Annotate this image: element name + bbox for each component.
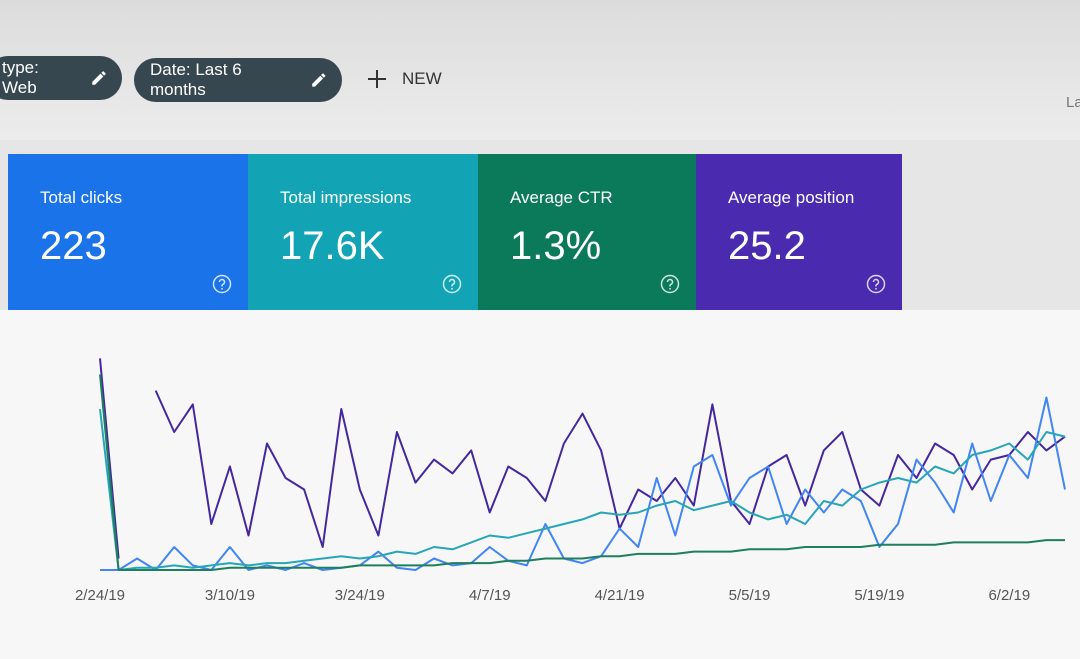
new-label: NEW [402, 69, 442, 88]
help-icon[interactable] [212, 274, 232, 294]
edit-icon [92, 71, 106, 85]
x-tick-label: 4/7/19 [469, 587, 511, 604]
card-label: Average CTR [510, 188, 613, 207]
help-icon[interactable] [660, 274, 680, 294]
chip-label: type: Web [2, 58, 39, 97]
chart-panel: 2/24/19 3/10/19 3/24/19 4/7/19 4/21/19 5/5/19… [0, 310, 1080, 659]
x-tick-label: 3/10/19 [205, 587, 255, 604]
x-tick-label: 3/24/19 [335, 587, 385, 604]
toolbar: type: Web Date: Last 6 months NEW La [0, 0, 1080, 140]
edit-icon [312, 73, 326, 87]
filter-chip[interactable]: Date: Last 6 months [134, 58, 342, 102]
metric-card[interactable]: Average position 25.2 [696, 154, 902, 310]
help-icon[interactable] [866, 274, 886, 294]
chart: 2/24/19 3/10/19 3/24/19 4/7/19 4/21/19 5/5/19… [75, 358, 1066, 604]
card-value: 223 [40, 224, 107, 268]
series-line [99, 358, 1066, 559]
card-value: 25.2 [728, 224, 806, 268]
help-icon[interactable] [442, 274, 462, 294]
card-label: Total clicks [40, 188, 123, 207]
card-label: Average position [728, 188, 855, 207]
card-value: 1.3% [510, 224, 602, 268]
x-tick-label: 2/24/19 [75, 587, 125, 604]
metric-card[interactable]: Total impressions 17.6K [248, 154, 478, 310]
series-line [99, 408, 1066, 571]
plus-icon [368, 70, 386, 88]
metric-card[interactable]: Average CTR 1.3% [478, 154, 696, 310]
filter-chip[interactable]: type: Web [0, 56, 122, 100]
x-tick-label: 5/19/19 [854, 587, 904, 604]
x-tick-label: 4/21/19 [595, 587, 645, 604]
corner-text: La [1066, 94, 1080, 111]
summary-cards: Total clicks 223 Total impressions 17.6K… [8, 154, 902, 310]
chip-label: Date: Last 6 months [150, 60, 242, 99]
card-label: Total impressions [280, 188, 412, 207]
x-tick-label: 6/2/19 [988, 587, 1030, 604]
new-button[interactable]: NEW [366, 68, 442, 90]
metric-card[interactable]: Total clicks 223 [8, 154, 248, 310]
card-value: 17.6K [280, 224, 385, 268]
x-tick-label: 5/5/19 [729, 587, 771, 604]
series-line [99, 374, 1065, 571]
